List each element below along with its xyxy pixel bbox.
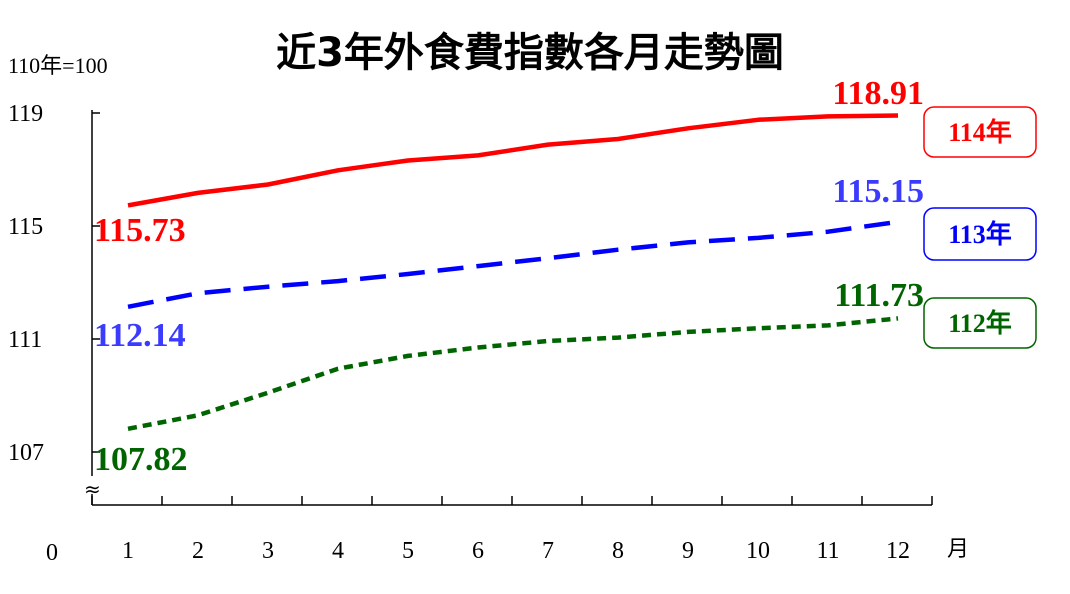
legend-label: 112年: [948, 308, 1012, 338]
legend-box: [923, 297, 1037, 349]
x-tick-label: 2: [192, 538, 204, 564]
x-tick-label: 9: [682, 538, 694, 564]
x-origin-label: 0: [46, 540, 58, 566]
series-line-114年: [127, 113, 899, 208]
legend-box: [923, 106, 1037, 158]
series-line-112年: [127, 316, 899, 432]
chart-title: 近3年外食費指數各月走勢圖: [276, 30, 784, 76]
x-tick-label: 7: [542, 538, 554, 564]
series-layer: [127, 113, 899, 432]
y-tick-label: 107: [8, 440, 44, 466]
x-tick-label: 10: [746, 538, 770, 564]
x-tick-label: 5: [402, 538, 414, 564]
y-tick-label: 115: [8, 214, 43, 240]
x-tick-label: 3: [262, 538, 274, 564]
series-line-113年: [127, 219, 899, 310]
first-value-label: 112.14: [94, 317, 186, 354]
x-tick-label: 11: [816, 538, 839, 564]
legend-label: 113年: [948, 219, 1012, 249]
legend-label: 114年: [948, 117, 1012, 147]
x-tick-label: 1: [122, 538, 134, 564]
legend-box: [923, 207, 1037, 261]
index-base-label: 110年=100: [8, 53, 108, 78]
x-tick-label: 6: [472, 538, 484, 564]
last-value-label: 111.73: [834, 277, 924, 314]
first-value-label: 115.73: [94, 212, 186, 249]
legend: 114年 113年 112年: [923, 106, 1037, 349]
x-axis-label: 月: [947, 537, 969, 562]
x-tick-label: 12: [886, 538, 910, 564]
last-value-label: 118.91: [832, 75, 924, 112]
y-tick-label: 119: [8, 101, 43, 127]
axis-break-symbol: ≈: [84, 477, 101, 501]
x-tick-label: 4: [332, 538, 344, 564]
first-value-label: 107.82: [94, 441, 188, 478]
y-tick-label: 111: [8, 327, 42, 353]
x-tick-label: 8: [612, 538, 624, 564]
data-labels: 115.73 118.91 112.14 115.15 107.82 111.73: [94, 75, 924, 478]
last-value-label: 115.15: [832, 173, 924, 210]
